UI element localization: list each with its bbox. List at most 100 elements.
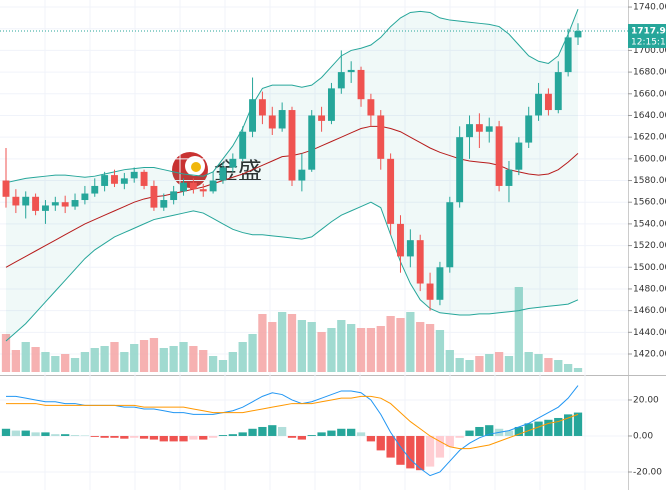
volume-bar [376, 326, 385, 372]
candle-body [71, 200, 79, 207]
volume-bar [386, 316, 395, 372]
macd-histogram-bar [287, 435, 297, 438]
candle-body [219, 167, 227, 181]
macd-histogram-bar [366, 435, 376, 442]
macd-histogram-bar [425, 435, 435, 467]
volume-bar [425, 324, 435, 372]
volume-bar [199, 350, 208, 372]
y-tick-label: 1600.00 [633, 154, 666, 164]
y-tick-label: 1620.00 [633, 133, 666, 143]
volume-bar [406, 312, 415, 372]
volume-bar [11, 350, 21, 372]
macd-histogram-bar [31, 432, 40, 436]
macd-histogram-bar [120, 435, 129, 439]
candle-body [436, 267, 444, 300]
candle-body [367, 99, 375, 116]
volume-bar [90, 348, 99, 372]
volume-bar [248, 334, 257, 372]
candle-body [574, 30, 582, 38]
volume-bar [356, 328, 366, 372]
macd-histogram-bar [238, 432, 247, 436]
volume-bar [169, 346, 178, 372]
volume-bar [228, 352, 237, 372]
band-lower [5, 201, 579, 342]
volume-bar [554, 360, 563, 372]
macd-histogram-bar [258, 426, 267, 436]
macd-histogram-bar [110, 435, 119, 438]
y-tick-label: 1520.00 [633, 241, 666, 251]
volume-bar [524, 352, 533, 372]
macd-histogram-bar [208, 435, 218, 438]
logo-dot [191, 162, 201, 172]
candle-body [535, 93, 543, 116]
macd-histogram-bar [139, 435, 149, 439]
candle-body [239, 131, 247, 159]
volume-bar [208, 356, 218, 372]
candle-body [101, 175, 109, 186]
candle-body [150, 185, 158, 208]
candle-body [327, 88, 335, 121]
candle-body [140, 171, 148, 186]
candle-body [61, 202, 69, 207]
candle-body [41, 205, 49, 211]
volume-bar [277, 312, 287, 372]
macd-histogram-bar [376, 435, 385, 451]
candle-body [2, 180, 10, 197]
macd-histogram-bar [130, 435, 139, 438]
macd-histogram-bar [406, 435, 415, 469]
volume-bar [268, 322, 277, 372]
candle-body [12, 196, 20, 206]
macd-histogram-bar [534, 421, 543, 436]
macd-histogram-bar [248, 428, 257, 436]
volume-bar [120, 352, 129, 372]
candle-body [318, 115, 326, 121]
macd-histogram-bar [435, 435, 445, 458]
volume-bar [347, 324, 356, 372]
macd-histogram-bar [347, 428, 356, 436]
candle-body [180, 182, 187, 192]
macd-histogram-bar [277, 426, 287, 436]
macd-histogram-bar [218, 435, 228, 436]
macd-histogram-bar [396, 435, 405, 465]
countdown-label: 12:15:18 [631, 38, 666, 48]
macd-histogram-bar [416, 435, 425, 471]
macd-histogram-bar [386, 435, 395, 458]
macd-histogram-bar [317, 432, 326, 436]
volume-bar [396, 318, 405, 372]
macd-histogram-bar [41, 432, 50, 436]
volume-bar [21, 342, 30, 372]
candle-body [249, 99, 257, 132]
y-tick-label: 1560.00 [633, 198, 666, 208]
y-tick-label: 1640.00 [633, 111, 666, 121]
y-tick-label: -20.00 [633, 467, 662, 477]
candle-body [268, 115, 276, 129]
volume-bar [494, 352, 504, 372]
macd-histogram-bar [21, 430, 30, 436]
volume-bar [337, 320, 346, 372]
macd-histogram-bar [268, 425, 277, 436]
candle-body [130, 171, 138, 179]
y-tick-label: 1460.00 [633, 306, 666, 316]
band-upper [5, 9, 579, 184]
macd-histogram-bar [179, 435, 188, 442]
candle-body [22, 196, 30, 206]
y-tick-label: 1740.00 [633, 3, 666, 13]
volume-bar [1, 334, 11, 372]
macd-histogram-bar [159, 435, 168, 442]
macd-histogram-bar [307, 435, 316, 436]
macd-histogram-bar [465, 430, 474, 436]
candle-body [416, 240, 424, 284]
candle-body [475, 124, 483, 132]
y-tick-label: 1700.00 [633, 46, 666, 56]
candle-body [229, 158, 237, 168]
volume-bar [287, 314, 297, 372]
volume-bar [327, 328, 336, 372]
volume-bar [130, 344, 139, 372]
volume-bar [445, 350, 454, 372]
macd-histogram-bar [504, 430, 514, 436]
macd-histogram-bar [90, 435, 99, 437]
candle-body [495, 126, 503, 186]
volume-bar [179, 342, 188, 372]
candle-body [446, 202, 454, 268]
